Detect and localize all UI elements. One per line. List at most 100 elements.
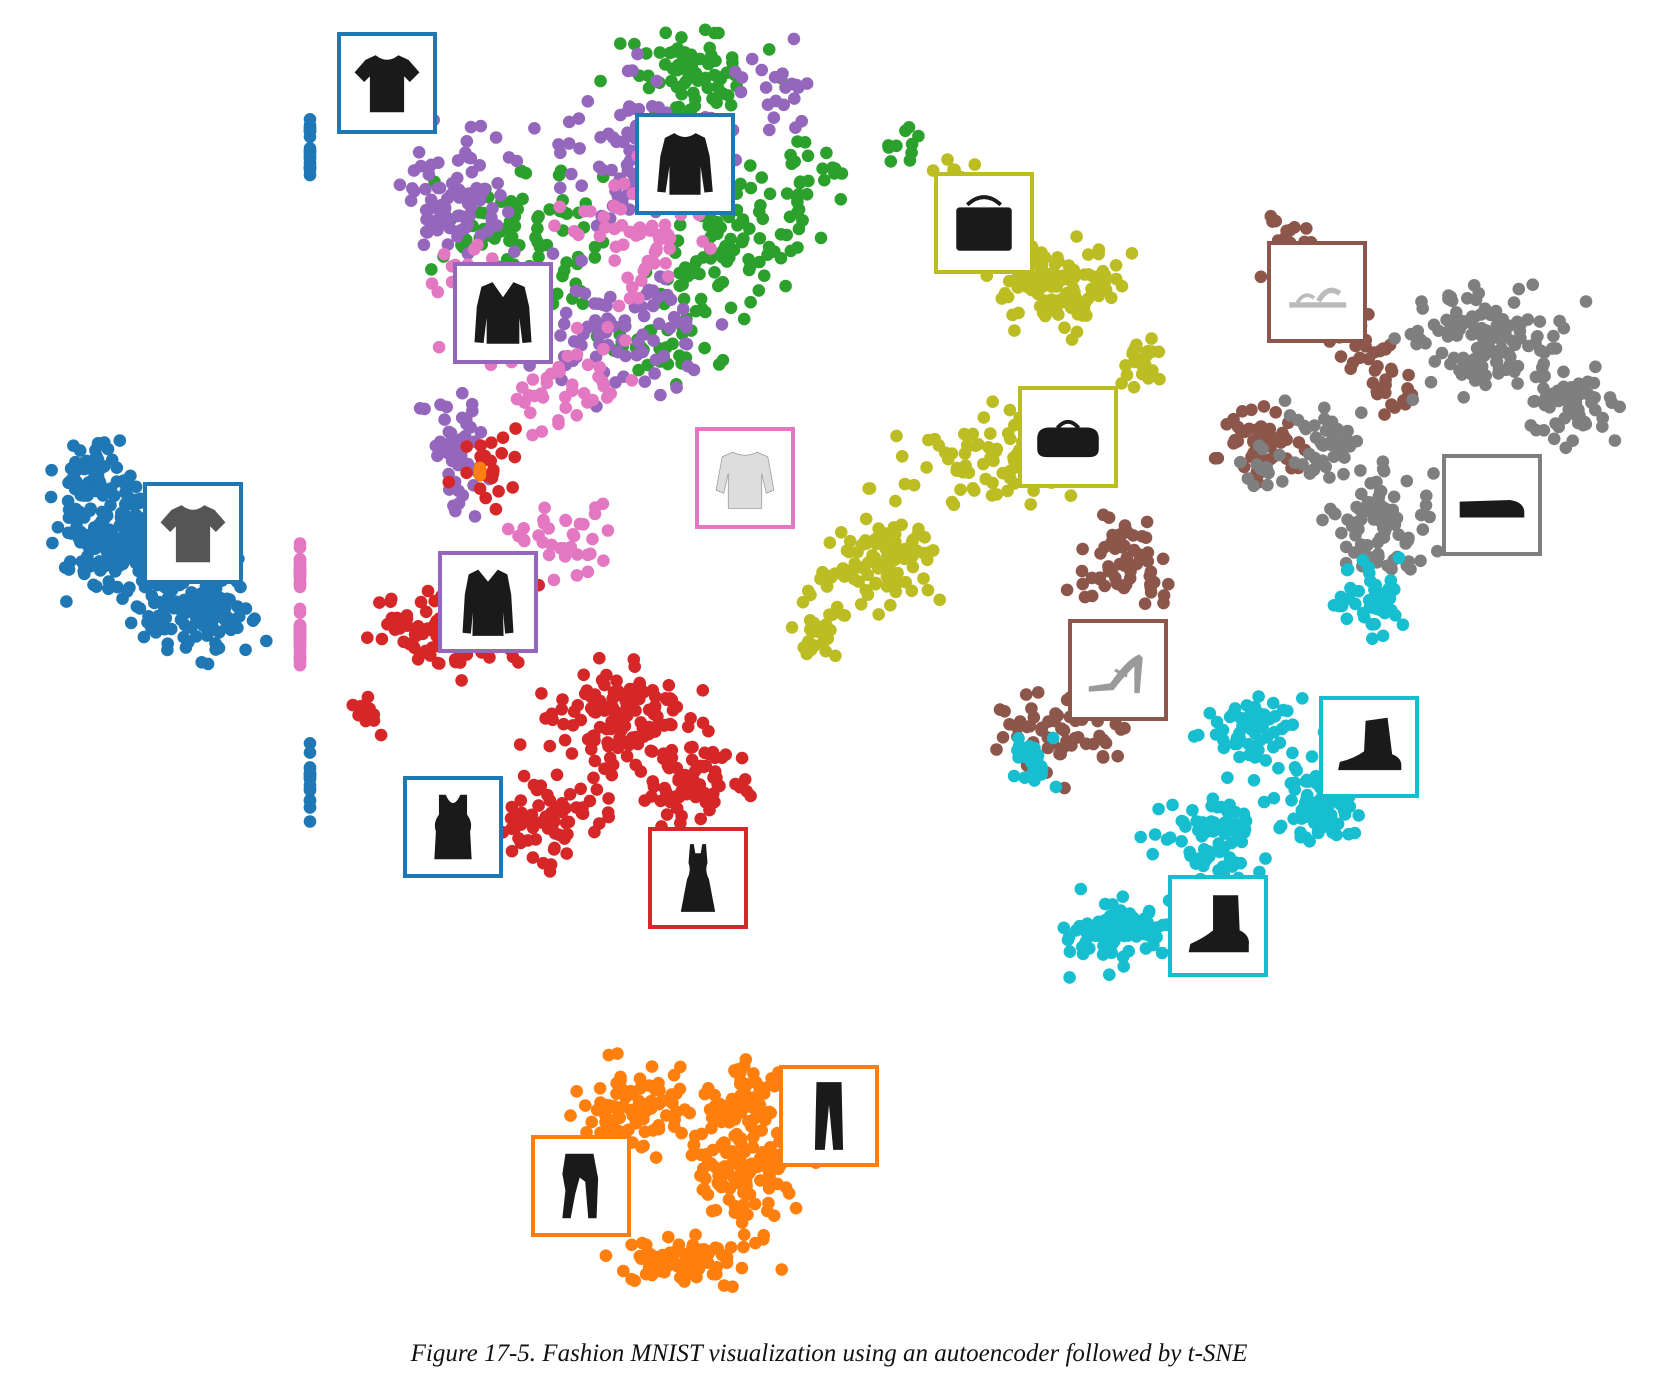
scatter-point bbox=[209, 643, 222, 656]
scatter-point bbox=[646, 299, 660, 313]
scatter-point bbox=[645, 1060, 659, 1073]
scatter-point bbox=[1288, 456, 1302, 470]
scatter-point bbox=[504, 812, 518, 825]
scatter-point bbox=[494, 189, 507, 202]
scatter-point bbox=[1013, 715, 1027, 728]
scatter-point bbox=[638, 375, 652, 389]
scatter-point bbox=[109, 565, 122, 578]
scatter-point bbox=[1204, 846, 1218, 860]
scatter-point bbox=[869, 532, 882, 546]
scatter-point bbox=[829, 649, 842, 663]
scatter-point bbox=[605, 715, 618, 728]
scatter-point bbox=[588, 754, 602, 768]
scatter-point bbox=[610, 135, 623, 149]
scatter-point bbox=[384, 595, 397, 608]
scatter-point bbox=[696, 235, 709, 248]
scatter-point bbox=[474, 439, 488, 452]
scatter-point bbox=[889, 494, 902, 508]
scatter-point bbox=[709, 1161, 723, 1174]
scatter-point bbox=[649, 1122, 663, 1136]
scatter-point bbox=[1257, 795, 1271, 809]
scatter-point bbox=[740, 785, 754, 798]
scatter-point bbox=[1175, 835, 1188, 848]
scatter-point bbox=[796, 214, 809, 227]
scatter-point bbox=[489, 131, 503, 144]
scatter-point bbox=[473, 159, 487, 172]
scatter-point bbox=[1046, 731, 1060, 745]
scatter-point bbox=[735, 751, 749, 765]
scatter-point bbox=[872, 608, 885, 621]
scatter-point bbox=[941, 153, 954, 166]
scatter-point bbox=[884, 598, 897, 612]
scatter-point bbox=[588, 825, 601, 839]
scatter-point bbox=[614, 203, 627, 216]
scatter-point bbox=[689, 1228, 702, 1242]
scatter-point bbox=[441, 192, 454, 205]
scatter-point bbox=[1075, 564, 1089, 578]
scatter-point bbox=[1549, 342, 1563, 355]
scatter-point bbox=[545, 538, 558, 552]
scatter-point bbox=[612, 299, 626, 313]
scatter-point bbox=[667, 45, 680, 58]
scatter-point bbox=[1444, 357, 1457, 371]
scatter-point bbox=[1368, 617, 1381, 631]
scatter-point bbox=[859, 512, 873, 526]
scatter-point bbox=[859, 534, 872, 547]
scatter-point bbox=[94, 477, 107, 491]
scatter-point bbox=[485, 436, 498, 450]
scatter-point bbox=[495, 447, 509, 460]
scatter-point bbox=[977, 411, 991, 424]
scatter-point bbox=[670, 802, 684, 815]
scatter-point bbox=[596, 163, 609, 177]
scatter-point bbox=[554, 146, 567, 160]
scatter-point bbox=[636, 345, 649, 359]
scatter-point bbox=[887, 551, 901, 564]
scatter-point bbox=[1427, 467, 1440, 480]
scatter-point bbox=[593, 1082, 607, 1095]
scatter-point bbox=[1259, 852, 1272, 865]
scatter-point bbox=[1388, 332, 1401, 345]
scatter-point bbox=[1135, 359, 1149, 372]
scatter-point bbox=[441, 238, 455, 251]
scatter-point bbox=[697, 1182, 711, 1196]
scatter-point bbox=[537, 513, 550, 527]
scatter-point bbox=[1117, 960, 1130, 973]
scatter-point bbox=[1341, 563, 1355, 576]
scatter-point bbox=[649, 1151, 663, 1164]
scatter-point bbox=[425, 263, 438, 276]
scatter-point bbox=[474, 426, 488, 439]
scatter-point bbox=[1096, 751, 1110, 764]
scatter-point bbox=[602, 792, 615, 805]
scatter-point bbox=[546, 247, 560, 260]
scatter-point bbox=[677, 292, 691, 306]
scatter-point bbox=[1435, 346, 1449, 360]
scatter-point bbox=[1471, 368, 1484, 382]
scatter-point bbox=[614, 37, 627, 50]
scatter-point bbox=[1152, 802, 1165, 816]
scatter-point bbox=[651, 719, 665, 732]
scatter-point bbox=[179, 641, 193, 654]
scatter-point bbox=[1036, 306, 1050, 320]
scatter-point bbox=[576, 801, 589, 814]
scatter-point bbox=[216, 612, 230, 625]
scatter-point bbox=[650, 74, 664, 88]
scatter-point bbox=[561, 827, 574, 841]
scatter-point bbox=[1368, 364, 1382, 377]
scatter-point bbox=[628, 37, 641, 51]
scatter-point bbox=[1352, 809, 1365, 822]
scatter-point bbox=[663, 231, 677, 245]
scatter-point bbox=[724, 301, 738, 315]
scatter-point bbox=[597, 210, 611, 224]
scatter-point bbox=[793, 176, 807, 190]
scatter-point bbox=[710, 1111, 724, 1125]
scatter-point bbox=[646, 684, 659, 697]
scatter-point bbox=[847, 572, 861, 586]
scatter-point bbox=[1250, 458, 1263, 471]
scatter-point bbox=[816, 162, 829, 175]
scatter-point bbox=[743, 1188, 757, 1201]
scatter-point bbox=[1400, 474, 1414, 488]
scatter-point bbox=[979, 472, 992, 486]
scatter-point bbox=[456, 386, 469, 400]
scatter-point bbox=[490, 219, 504, 232]
scatter-point bbox=[534, 779, 548, 792]
